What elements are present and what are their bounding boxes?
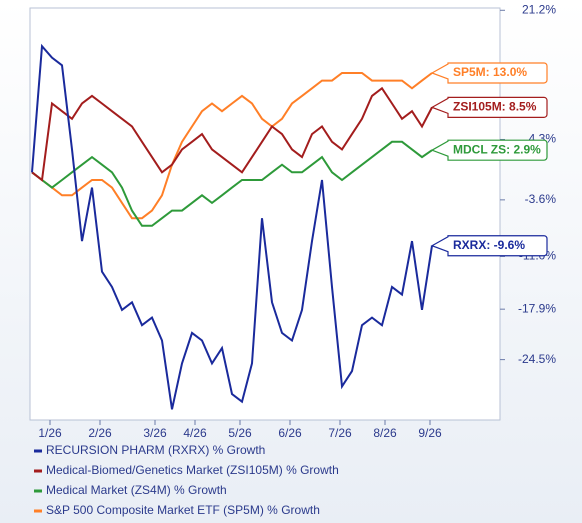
series-line [31,43,433,410]
x-tick-label: 1/26 [38,426,62,440]
legend-label: S&P 500 Composite Market ETF (SP5M) % Gr… [46,503,320,517]
y-tick-label: 21.2% [522,2,556,16]
end-label: SP5M: 13.0% [453,65,527,79]
legend-label: Medical Market (ZS4M) % Growth [46,483,227,497]
y-tick-label: -24.5% [518,352,556,366]
series-line [31,86,433,182]
plot-area [29,7,501,421]
end-label-box [430,62,548,84]
x-tick-label: 7/26 [328,426,352,440]
end-label-box [430,139,548,161]
end-label: RXRX: -9.6% [453,238,525,252]
x-tick-label: 2/26 [88,426,112,440]
x-tick-label: 6/26 [278,426,302,440]
x-tick-label: 3/26 [143,426,167,440]
series-line [31,72,433,220]
x-tick-label: 9/26 [418,426,442,440]
end-label: MDCL ZS: 2.9% [453,142,541,156]
end-label: ZSI105M: 8.5% [453,100,537,114]
x-tick-label: 5/26 [228,426,252,440]
y-tick-label: -17.9% [518,301,556,315]
x-tick-label: 4/26 [183,426,207,440]
end-label-box [430,235,548,257]
legend-label: RECURSION PHARM (RXRX) % Growth [46,443,265,457]
x-tick-label: 8/26 [373,426,397,440]
series-line [31,140,433,227]
end-label-box [430,96,548,118]
y-tick-label: -3.6% [525,192,557,206]
legend-label: Medical-Biomed/Genetics Market (ZSI105M)… [46,463,339,477]
